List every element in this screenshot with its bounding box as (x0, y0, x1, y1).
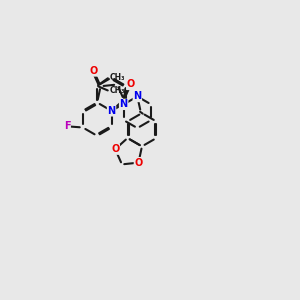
Text: N: N (133, 92, 141, 101)
Text: O: O (127, 80, 135, 89)
Text: N: N (107, 106, 116, 116)
Text: O: O (134, 158, 142, 168)
Text: CH₃: CH₃ (110, 86, 125, 95)
Text: O: O (90, 66, 98, 76)
Text: N: N (120, 99, 128, 110)
Text: O: O (111, 144, 119, 154)
Text: F: F (64, 121, 70, 131)
Text: CH₃: CH₃ (110, 73, 125, 82)
